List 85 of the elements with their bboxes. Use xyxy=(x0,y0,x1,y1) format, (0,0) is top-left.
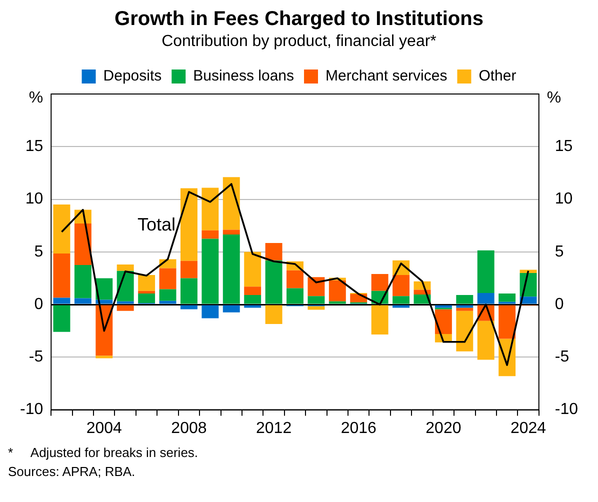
bar xyxy=(116,301,134,304)
y2-tick-label: 15 xyxy=(554,138,573,156)
bar xyxy=(180,305,198,310)
y2-tick-label: 10 xyxy=(554,190,573,208)
legend-label: Merchant services xyxy=(326,68,448,85)
bar xyxy=(286,270,304,288)
bar xyxy=(371,305,388,335)
bar xyxy=(53,298,70,304)
bar xyxy=(222,305,240,312)
bar xyxy=(371,274,388,291)
bar xyxy=(116,264,134,271)
bar xyxy=(159,289,176,301)
bar xyxy=(96,356,113,358)
legend-label: Other xyxy=(478,68,516,85)
bar xyxy=(74,265,92,298)
source-note: Sources: APRA; RBA. xyxy=(8,464,136,479)
bar xyxy=(222,230,240,235)
y-tick-label: -10 xyxy=(20,401,44,418)
bar xyxy=(456,310,474,352)
bar xyxy=(138,293,156,303)
chart-title: Growth in Fees Charged to Institutions xyxy=(114,8,484,31)
bar xyxy=(180,260,198,278)
bar xyxy=(244,286,262,296)
legend-label: Business loans xyxy=(193,68,294,85)
bar xyxy=(96,278,113,300)
y-axis-title: % xyxy=(28,89,44,106)
y-tick-label: 10 xyxy=(25,190,44,208)
bar xyxy=(202,188,219,230)
x-tick-label: 2024 xyxy=(510,420,546,437)
bar xyxy=(202,305,219,318)
bar xyxy=(286,288,304,304)
bar xyxy=(202,238,219,304)
bar xyxy=(456,308,474,311)
x-tick-label: 2008 xyxy=(171,420,207,437)
bar xyxy=(456,295,474,304)
y-tick-label: -5 xyxy=(28,348,44,366)
series-label: Total xyxy=(138,214,176,235)
bar xyxy=(328,280,346,302)
bar xyxy=(434,309,452,334)
bar xyxy=(180,188,198,261)
bar xyxy=(138,290,156,294)
bar xyxy=(265,305,282,324)
bar xyxy=(265,242,282,260)
bar xyxy=(477,292,494,304)
y-tick-label: 15 xyxy=(25,138,44,156)
bar xyxy=(244,252,262,287)
bar xyxy=(74,223,92,266)
bar xyxy=(498,305,516,339)
y2-tick-label: 5 xyxy=(554,243,564,260)
bar xyxy=(244,295,262,304)
bar xyxy=(222,177,240,230)
bar xyxy=(392,275,410,296)
bar xyxy=(308,277,325,296)
bar xyxy=(53,305,70,332)
y-tick-label: 0 xyxy=(34,296,44,313)
y2-axis-title: % xyxy=(546,89,562,106)
bar xyxy=(498,293,516,302)
y2-tick-label: 0 xyxy=(554,296,564,313)
bar xyxy=(53,204,70,254)
bar xyxy=(53,253,70,298)
bar xyxy=(180,278,198,304)
x-tick-label: 2012 xyxy=(256,420,292,437)
x-tick-label: 2016 xyxy=(340,420,377,437)
y2-tick-label: -10 xyxy=(554,401,578,418)
bar xyxy=(116,305,134,311)
chart-subtitle: Contribution by product, financial year* xyxy=(160,33,438,51)
bar xyxy=(308,296,325,304)
y-tick-label: 5 xyxy=(34,243,44,260)
legend-label: Deposits xyxy=(103,68,162,85)
bar xyxy=(202,230,219,239)
x-tick-label: 2004 xyxy=(86,420,122,437)
bar xyxy=(477,320,494,360)
bar xyxy=(392,296,410,304)
bar xyxy=(159,268,176,290)
bar xyxy=(477,250,494,293)
x-tick-label: 2020 xyxy=(426,420,462,437)
y2-tick-label: -5 xyxy=(554,348,570,366)
bar xyxy=(308,306,325,310)
bar xyxy=(74,298,92,304)
bar xyxy=(138,275,156,291)
bar xyxy=(222,234,240,304)
bar xyxy=(265,260,282,304)
bar xyxy=(159,300,176,304)
text: * Adjusted for breaks in series. xyxy=(8,445,200,460)
bar xyxy=(328,301,346,304)
